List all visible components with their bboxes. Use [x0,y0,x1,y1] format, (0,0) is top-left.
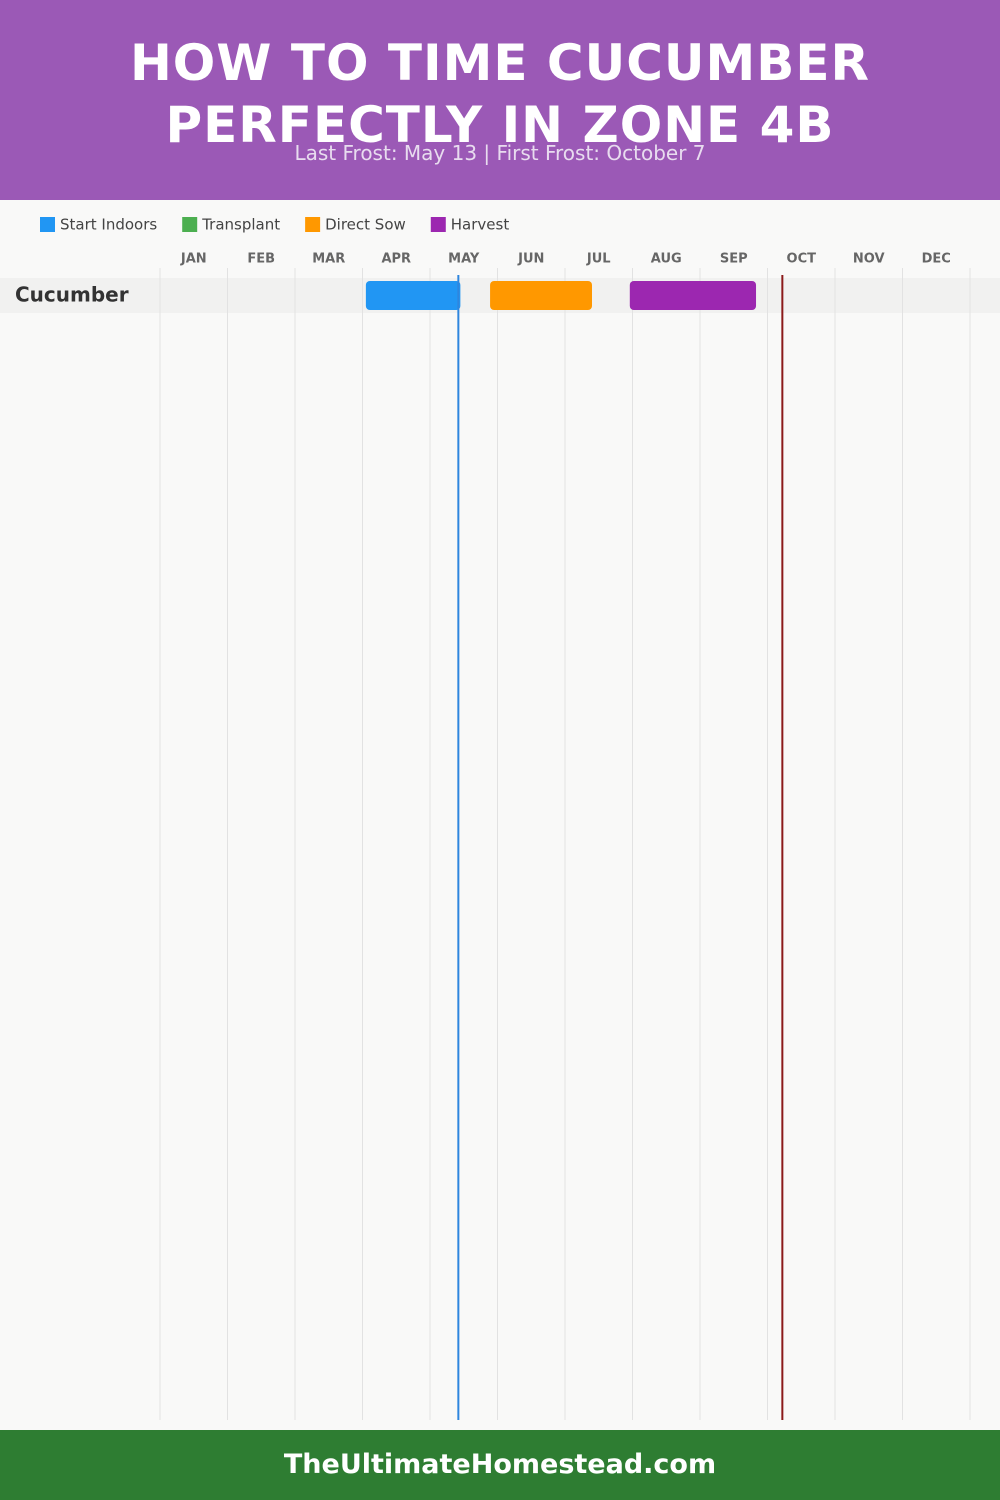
legend-swatch [305,217,321,232]
month-label: NOV [853,252,885,267]
title: HOW TO TIME CUCUMBER PERFECTLY IN ZONE 4… [129,34,871,154]
legend-label: Transplant [201,216,280,234]
legend-swatch [182,217,198,232]
month-label: DEC [922,252,951,267]
legend-swatch [40,217,55,232]
header: HOW TO TIME CUCUMBER PERFECTLY IN ZONE 4… [0,0,1000,200]
month-label: OCT [787,252,817,267]
month-label: MAR [312,252,345,267]
month-label: AUG [651,252,682,267]
month-label: JUN [517,252,544,267]
month-label: SEP [720,252,748,267]
month-label: JUL [586,252,611,267]
legend-swatch [430,217,446,232]
legend-label: Start Indoors [60,216,157,234]
bar [490,281,592,310]
chart: JAN FEB MAR APR MAY JUN JUL AUG SEP OCT NOV DEC Star… [0,216,1000,1420]
month-label: MAY [448,252,480,267]
legend-label: Direct Sow [325,216,406,234]
legend-label: Harvest [451,216,510,234]
footer: TheUltimateHomestead.com [0,1430,1000,1500]
bar [629,281,757,310]
month-label: FEB [247,252,275,267]
bar [365,281,461,310]
month-label: APR [381,252,411,267]
row-label: Cucumber [15,283,129,307]
month-label: JAN [180,252,207,267]
subtitle: Last Frost: May 13 | First Frost: Octobe… [294,141,706,165]
